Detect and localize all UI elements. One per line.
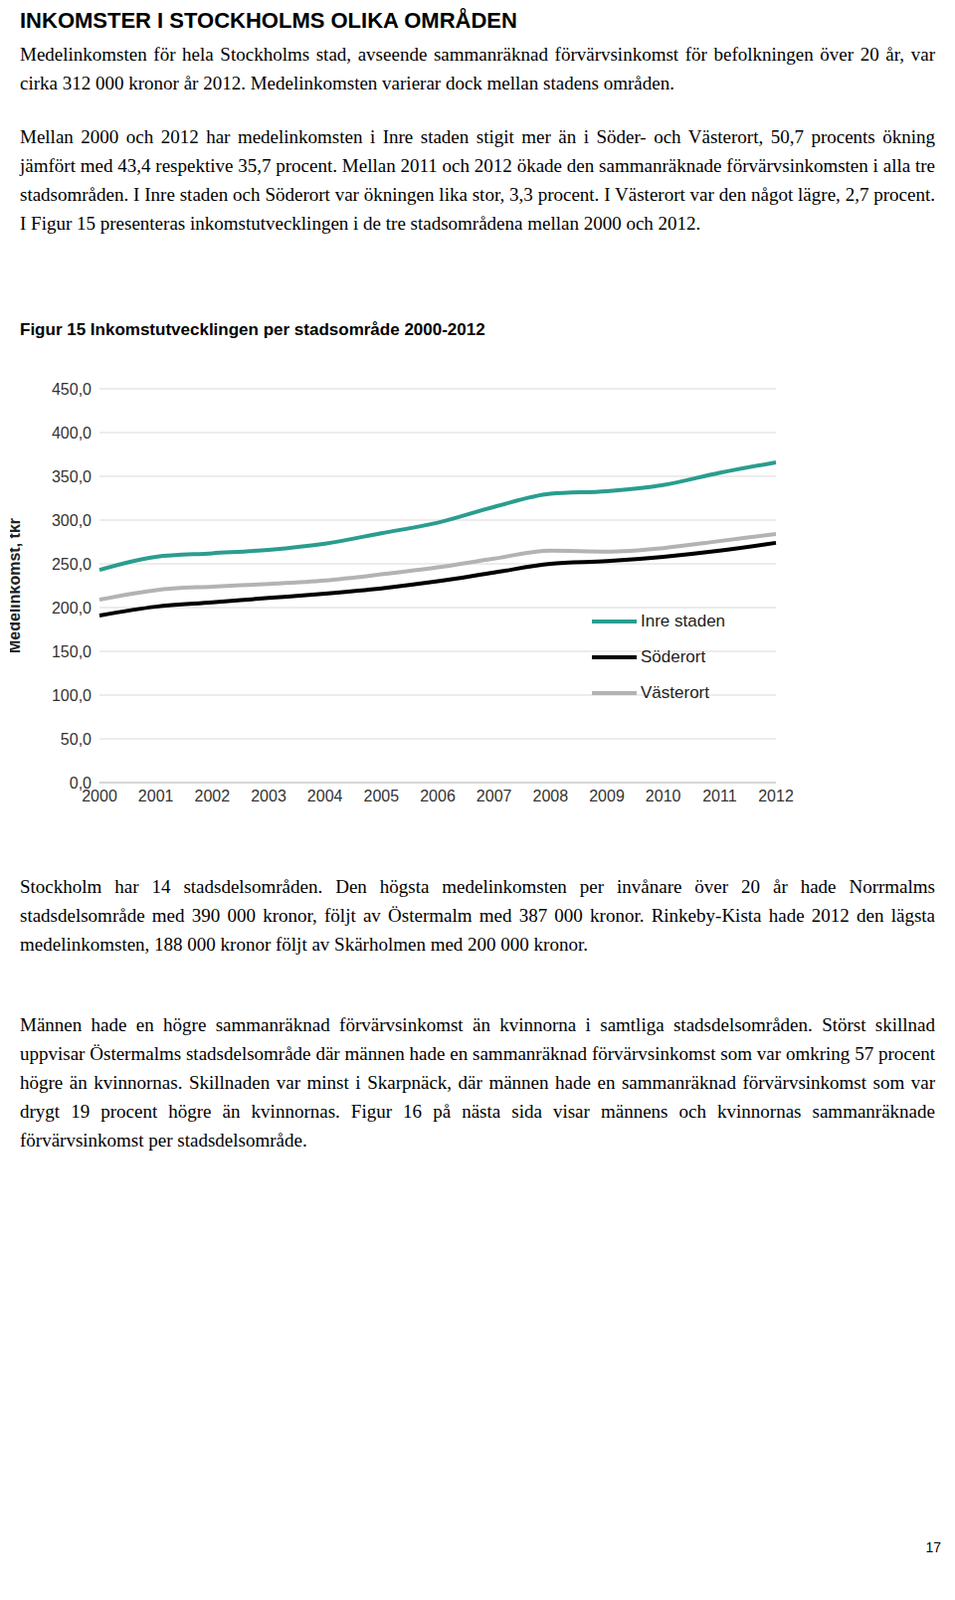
- html-text:Figur 15 Inkomstutvecklingen p: Figur 15 Inkomstutvecklingen per stadsom…: [19, 320, 486, 340]
- html-text:17: 17: [925, 1539, 942, 1556]
- svg-text:2000: 2000: [81, 788, 118, 806]
- svg-text:2002: 2002: [194, 787, 231, 805]
- svg-text:2004: 2004: [307, 787, 344, 805]
- svg-text:400,0: 400,0: [51, 424, 92, 442]
- svg-text:200,0: 200,0: [51, 599, 92, 617]
- html-text:Inre staden: Inre staden: [640, 611, 726, 631]
- svg-text:2007: 2007: [476, 787, 513, 805]
- svg-text:100,0: 100,0: [51, 687, 92, 705]
- svg-text:2006: 2006: [419, 787, 456, 805]
- svg-text:2010: 2010: [645, 787, 682, 805]
- svg-text:Medelinkomst, tkr: Medelinkomst, tkr: [9, 518, 23, 654]
- svg-text:300,0: 300,0: [51, 512, 92, 530]
- html-text:Västerort: Västerort: [640, 683, 710, 703]
- svg-text:250,0: 250,0: [51, 556, 92, 573]
- html-text:INKOMSTER I STOCKHOLMS OLIKA O: INKOMSTER I STOCKHOLMS OLIKA OMRÅDEN: [19, 7, 518, 33]
- html-text:Männen hade en högre sammanräk: Männen hade en högre sammanräknad förvär…: [19, 1014, 936, 1151]
- svg-text:2001: 2001: [138, 787, 175, 805]
- svg-text:350,0: 350,0: [51, 468, 92, 486]
- html-text:Medelinkomsten för hela Stockh: Medelinkomsten för hela Stockholms stad,…: [19, 43, 936, 94]
- svg-text:50,0: 50,0: [60, 731, 92, 749]
- html-text:Stockholm har 14 stadsdelsområ: Stockholm har 14 stadsdelsområden. Den h…: [19, 876, 936, 955]
- svg-text:2009: 2009: [588, 787, 625, 805]
- svg-text:2011: 2011: [702, 787, 738, 805]
- svg-text:2008: 2008: [533, 787, 570, 805]
- svg-text:2003: 2003: [250, 787, 287, 805]
- svg-text:2012: 2012: [758, 787, 794, 805]
- html-text:Söderort: Söderort: [640, 647, 706, 667]
- svg-text:0,0: 0,0: [69, 774, 92, 792]
- svg-text:150,0: 150,0: [51, 643, 92, 661]
- svg-text:2005: 2005: [364, 787, 400, 805]
- html-text:Mellan 2000 och 2012 har medel: Mellan 2000 och 2012 har medelinkomsten …: [19, 126, 936, 234]
- svg-text:450,0: 450,0: [51, 381, 92, 398]
